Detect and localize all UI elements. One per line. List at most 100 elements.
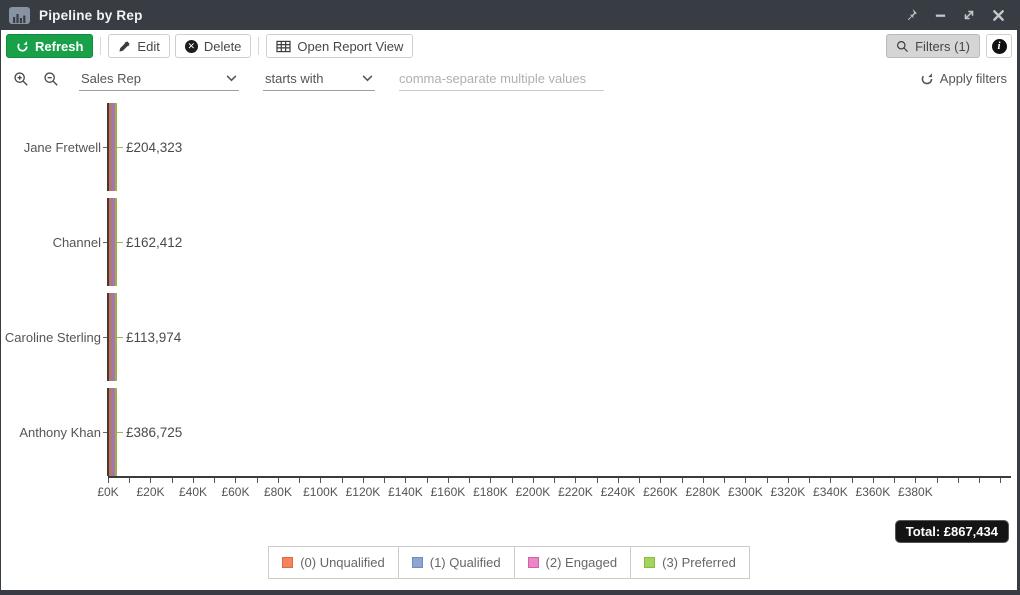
axis-tick bbox=[129, 478, 131, 483]
bar-segment[interactable] bbox=[115, 103, 117, 191]
close-icon[interactable] bbox=[987, 4, 1009, 26]
axis-tick bbox=[639, 478, 641, 483]
chart-row: Channel £162,412 bbox=[1, 198, 1011, 286]
bar-segment[interactable] bbox=[113, 388, 115, 476]
axis-tick bbox=[277, 478, 279, 483]
axis-tick-label: £280K bbox=[685, 485, 721, 499]
axis-tick bbox=[851, 478, 853, 483]
bar-segment[interactable] bbox=[115, 388, 117, 476]
stacked-bar bbox=[109, 293, 117, 381]
axis-tick-label: £120K bbox=[345, 485, 381, 499]
filter-field-select[interactable]: Sales Rep bbox=[79, 67, 239, 91]
bar-value-label: £386,725 bbox=[117, 388, 182, 476]
axis-tick bbox=[150, 478, 152, 483]
bar-segment[interactable] bbox=[113, 198, 115, 286]
stacked-bar-chart: Jane Fretwell £204,323 Channel £162,412 Caro… bbox=[1, 95, 1017, 516]
bar-segment[interactable] bbox=[109, 103, 111, 191]
axis-tick-label: £220K bbox=[558, 485, 593, 499]
axis-tick-label: £180K bbox=[473, 485, 508, 499]
axis-tick bbox=[235, 478, 237, 483]
axis-tick-label: £80K bbox=[263, 485, 292, 499]
x-axis: £0K £20K £40K £60K £80K £100K £120K £140K £160K £… bbox=[97, 476, 1011, 502]
axis-tick bbox=[724, 478, 726, 483]
axis-tick bbox=[320, 478, 322, 483]
chevron-down-icon bbox=[226, 75, 237, 82]
legend-item[interactable]: (2) Engaged bbox=[513, 547, 631, 578]
edit-button[interactable]: Edit bbox=[108, 34, 170, 58]
bar-segment[interactable] bbox=[109, 388, 111, 476]
axis-tick-label: £240K bbox=[600, 485, 636, 499]
toolbar-separator bbox=[100, 37, 102, 55]
bar-track: £162,412 bbox=[107, 198, 1011, 286]
axis-tick bbox=[405, 478, 407, 483]
axis-tick-label: £360K bbox=[855, 485, 891, 499]
axis-tick bbox=[915, 478, 917, 483]
axis-tick bbox=[214, 478, 216, 483]
filter-operator-select[interactable]: starts with bbox=[263, 67, 375, 91]
bar-segment[interactable] bbox=[111, 198, 113, 286]
legend-row: (0) Unqualified (1) Qualified (2) Engaged(… bbox=[1, 546, 1017, 590]
pencil-icon bbox=[118, 40, 131, 53]
axis-tick bbox=[384, 478, 386, 483]
axis-tick bbox=[469, 478, 471, 483]
bar-segment[interactable] bbox=[115, 293, 117, 381]
axis-tick-label: £60K bbox=[221, 485, 250, 499]
bar-segment[interactable] bbox=[113, 103, 115, 191]
titlebar: Pipeline by Rep bbox=[1, 0, 1017, 30]
info-button[interactable]: i bbox=[986, 34, 1012, 58]
bar-value-label: £162,412 bbox=[117, 198, 182, 286]
axis-tick bbox=[681, 478, 683, 483]
axis-tick bbox=[192, 478, 194, 483]
axis-tick-label: £300K bbox=[728, 485, 763, 499]
legend-item[interactable]: (3) Preferred bbox=[630, 547, 749, 578]
bar-segment[interactable] bbox=[113, 293, 115, 381]
open-report-view-button[interactable]: Open Report View bbox=[266, 34, 414, 58]
axis-tick bbox=[426, 478, 428, 483]
axis-tick-label: £320K bbox=[770, 485, 806, 499]
pin-icon[interactable] bbox=[900, 4, 922, 26]
bar-chart-icon bbox=[9, 6, 30, 24]
axis-tick bbox=[575, 478, 577, 483]
axis-tick bbox=[447, 478, 449, 483]
bar-track: £204,323 bbox=[107, 103, 1011, 191]
bar-segment[interactable] bbox=[109, 198, 111, 286]
axis-tick bbox=[766, 478, 768, 483]
axis-tick-label: £100K bbox=[303, 485, 338, 499]
legend-item[interactable]: (1) Qualified bbox=[397, 547, 514, 578]
stacked-bar bbox=[109, 198, 117, 286]
axis-tick bbox=[979, 478, 981, 483]
zoom-out-icon[interactable] bbox=[41, 69, 61, 89]
axis-tick bbox=[872, 478, 874, 483]
axis-tick-label: £260K bbox=[643, 485, 678, 499]
axis-tick-label: £340K bbox=[813, 485, 848, 499]
expand-icon[interactable] bbox=[958, 4, 980, 26]
axis-tick-label: £20K bbox=[136, 485, 165, 499]
legend-swatch bbox=[644, 557, 656, 568]
stacked-bar bbox=[109, 103, 117, 191]
chart-row: Caroline Sterling £113,974 bbox=[1, 293, 1011, 381]
bar-segment[interactable] bbox=[111, 388, 113, 476]
delete-button[interactable]: ✕ Delete bbox=[174, 34, 252, 58]
total-row: Total: £867,434 bbox=[1, 516, 1017, 546]
filter-value-input[interactable] bbox=[399, 66, 604, 91]
y-axis-label: Jane Fretwell bbox=[1, 103, 108, 191]
legend-swatch bbox=[282, 557, 294, 568]
legend-item[interactable]: (0) Unqualified bbox=[269, 547, 398, 578]
filters-button[interactable]: Filters (1) bbox=[886, 34, 980, 58]
bar-segment[interactable] bbox=[111, 293, 113, 381]
axis-tick bbox=[256, 478, 258, 483]
bar-value-label: £204,323 bbox=[117, 103, 182, 191]
y-axis-label: Anthony Khan bbox=[1, 388, 108, 476]
search-icon bbox=[896, 40, 909, 53]
zoom-in-icon[interactable] bbox=[11, 69, 31, 89]
bar-segment[interactable] bbox=[109, 293, 111, 381]
bar-segment[interactable] bbox=[111, 103, 113, 191]
refresh-icon bbox=[16, 40, 29, 53]
chevron-down-icon bbox=[362, 75, 373, 82]
stacked-bar bbox=[109, 388, 117, 476]
apply-filters-button[interactable]: Apply filters bbox=[920, 71, 1007, 86]
bar-segment[interactable] bbox=[115, 198, 117, 286]
refresh-button[interactable]: Refresh bbox=[6, 34, 94, 58]
minimize-icon[interactable] bbox=[929, 4, 951, 26]
